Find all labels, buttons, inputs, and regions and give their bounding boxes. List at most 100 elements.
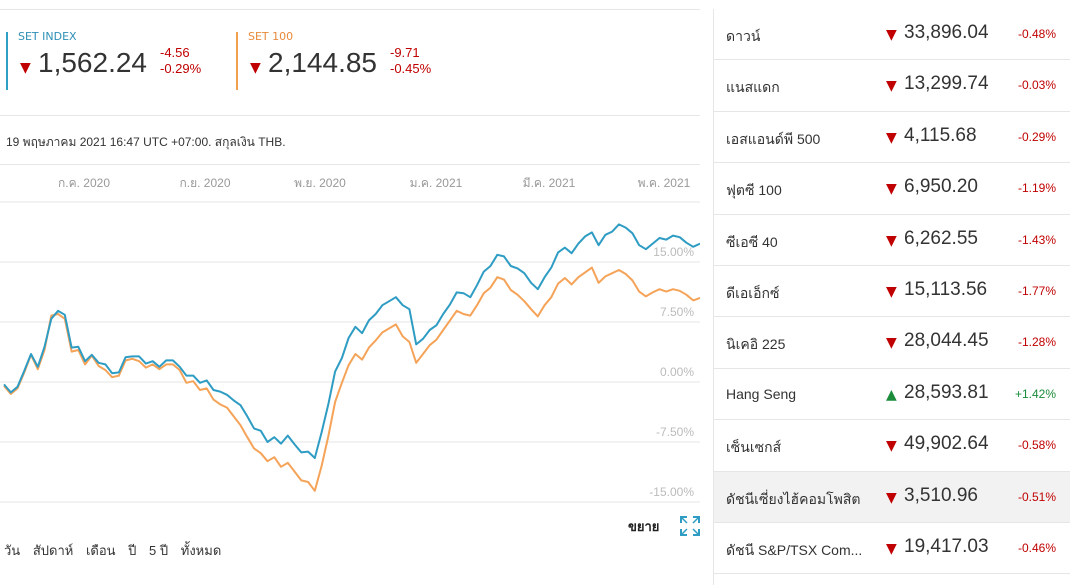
set100-name: SET 100 — [248, 30, 294, 43]
market-row[interactable]: ดัชนีเซี่ยงไฮ้คอมโพสิต ▼ 3,510.96 -0.51% — [714, 471, 1070, 523]
set-index-tile[interactable]: SET INDEX ▼ 1,562.24 -4.56 -0.29% — [6, 30, 201, 90]
set100-tile[interactable]: SET 100 ▼ 2,144.85 -9.71 -0.45% — [236, 30, 431, 90]
market-change: -1.43% — [1017, 232, 1056, 247]
chart-gridlines — [0, 201, 700, 503]
market-name: เอสแอนด์พี 500 — [726, 130, 821, 147]
chart-y-tick-label: 0.00% — [660, 365, 694, 379]
down-arrow-icon: ▼ — [20, 60, 31, 76]
down-arrow-icon: ▼ — [886, 78, 897, 95]
market-change: -1.77% — [1017, 283, 1056, 298]
chart-x-tick-label: ก.ย. 2020 — [180, 176, 231, 190]
market-name: ฟุตซี 100 — [726, 182, 782, 199]
market-row[interactable]: เซ็นเซกส์ ▼ 49,902.64 -0.58% — [714, 420, 1070, 472]
range-5-years[interactable]: 5 ปี — [149, 543, 169, 558]
set100-change-pct: -0.45% — [390, 61, 432, 76]
expand-button[interactable]: ขยาย — [628, 519, 660, 534]
market-value: 49,902.64 — [904, 433, 989, 455]
set-index-change: -4.56 -0.29% — [160, 45, 201, 77]
set100-value: 2,144.85 — [268, 47, 377, 78]
down-arrow-icon: ▼ — [886, 181, 897, 198]
set100-change-points: -9.71 — [390, 45, 420, 60]
chart-x-ticks: ก.ค. 2020 ก.ย. 2020 พ.ย. 2020 ม.ค. 2021 มี.ค… — [58, 176, 691, 190]
set-index-value: 1,562.24 — [38, 47, 147, 78]
market-value: 28,044.45 — [904, 330, 989, 352]
set-index-name: SET INDEX — [18, 30, 77, 43]
range-selector: วัน สัปดาห์ เดือน ปี 5 ปี ทั้งหมด — [4, 540, 230, 561]
index-chart-panel: SET INDEX ▼ 1,562.24 -4.56 -0.29% SET 10… — [0, 9, 701, 561]
range-week[interactable]: สัปดาห์ — [32, 543, 74, 558]
chart-series — [3, 223, 700, 492]
market-value: 3,510.96 — [904, 484, 978, 506]
chart-y-tick-label: 7.50% — [660, 305, 694, 319]
up-arrow-icon: ▲ — [886, 386, 897, 403]
set100-series-line — [3, 266, 700, 492]
chart-y-ticks: 15.00% 7.50% 0.00% -7.50% -15.00% — [649, 245, 694, 499]
set-index-change-pct: -0.29% — [160, 61, 202, 76]
chart-y-tick-label: 15.00% — [653, 245, 694, 259]
market-row[interactable]: แนสแดก ▼ 13,299.74 -0.03% — [714, 60, 1070, 112]
chart-x-tick-label: ก.ค. 2020 — [58, 176, 110, 190]
market-row[interactable]: ดัชนี S&P/TSX Com... ▼ 19,417.03 -0.46% — [714, 523, 1070, 575]
market-value: 28,593.81 — [904, 381, 989, 403]
market-name: ซีเอซี 40 — [726, 233, 778, 250]
chart-y-tick-label: -7.50% — [656, 425, 694, 439]
market-row[interactable]: ดีเอเอ็กซ์ ▼ 15,113.56 -1.77% — [714, 266, 1070, 318]
down-arrow-icon: ▼ — [886, 335, 897, 352]
market-value: 13,299.74 — [904, 73, 989, 95]
range-year[interactable]: ปี — [128, 543, 137, 558]
market-row[interactable]: ซีเอซี 40 ▼ 6,262.55 -1.43% — [714, 215, 1070, 266]
market-change: -0.58% — [1017, 438, 1056, 453]
market-name: ดีเอเอ็กซ์ — [726, 284, 780, 301]
range-day[interactable]: วัน — [4, 543, 21, 558]
down-arrow-icon: ▼ — [886, 489, 897, 506]
market-row[interactable]: นิเคอิ 225 ▼ 28,044.45 -1.28% — [714, 317, 1070, 369]
timestamp: 19 พฤษภาคม 2021 16:47 UTC +07:00. สกุลเง… — [6, 135, 286, 149]
set-index-change-points: -4.56 — [160, 45, 190, 60]
market-change: -1.28% — [1017, 335, 1056, 350]
chart-x-tick-label: พ.ค. 2021 — [638, 176, 691, 190]
expand-icon[interactable] — [679, 515, 701, 537]
divider — [0, 164, 700, 165]
market-value: 6,950.20 — [904, 176, 978, 198]
market-change: +1.42% — [1014, 386, 1056, 401]
market-change: -0.51% — [1017, 489, 1056, 504]
range-all[interactable]: ทั้งหมด — [180, 543, 222, 558]
market-value: 6,262.55 — [904, 227, 978, 249]
market-name: Hang Seng — [726, 385, 797, 402]
down-arrow-icon: ▼ — [886, 129, 897, 146]
market-change: -0.46% — [1017, 540, 1056, 555]
range-month[interactable]: เดือน — [85, 543, 116, 558]
down-arrow-icon: ▼ — [886, 232, 897, 249]
market-row[interactable]: ดาวน์ ▼ 33,896.04 -0.48% — [714, 9, 1070, 61]
down-arrow-icon: ▼ — [886, 27, 897, 43]
market-value: 4,115.68 — [904, 124, 977, 146]
market-change: -0.29% — [1017, 129, 1056, 144]
chart-x-tick-label: มี.ค. 2021 — [523, 176, 576, 190]
market-change: -0.03% — [1017, 78, 1056, 93]
market-name: แนสแดก — [726, 79, 780, 96]
market-value: 19,417.03 — [904, 535, 989, 557]
market-name: นิเคอิ 225 — [726, 336, 786, 353]
chart-y-tick-label: -15.00% — [649, 485, 694, 499]
market-name: ดัชนี S&P/TSX Com... — [726, 541, 863, 558]
market-name: ดัชนีเซี่ยงไฮ้คอมโพสิต — [726, 490, 861, 507]
chart-x-tick-label: ม.ค. 2021 — [410, 176, 463, 190]
down-arrow-icon: ▼ — [886, 540, 897, 557]
market-name: ดาวน์ — [726, 28, 761, 44]
down-arrow-icon: ▼ — [886, 283, 897, 300]
market-row[interactable]: ฟุตซี 100 ▼ 6,950.20 -1.19% — [714, 163, 1070, 215]
down-arrow-icon: ▼ — [886, 438, 897, 455]
market-value: 33,896.04 — [904, 22, 989, 43]
chart-x-tick-label: พ.ย. 2020 — [294, 176, 346, 190]
down-arrow-icon: ▼ — [250, 60, 261, 76]
market-row[interactable]: Hang Seng ▲ 28,593.81 +1.42% — [714, 369, 1070, 421]
divider — [713, 9, 714, 585]
market-value: 15,113.56 — [904, 278, 988, 300]
set-index-series-line — [3, 223, 700, 459]
market-change: -0.48% — [1017, 27, 1056, 41]
market-row[interactable]: เอสแอนด์พี 500 ▼ 4,115.68 -0.29% — [714, 112, 1070, 164]
market-name: เซ็นเซกส์ — [726, 439, 782, 456]
divider — [0, 9, 700, 10]
index-line-chart[interactable]: ก.ค. 2020 ก.ย. 2020 พ.ย. 2020 ม.ค. 2021 มี.ค… — [0, 166, 700, 506]
